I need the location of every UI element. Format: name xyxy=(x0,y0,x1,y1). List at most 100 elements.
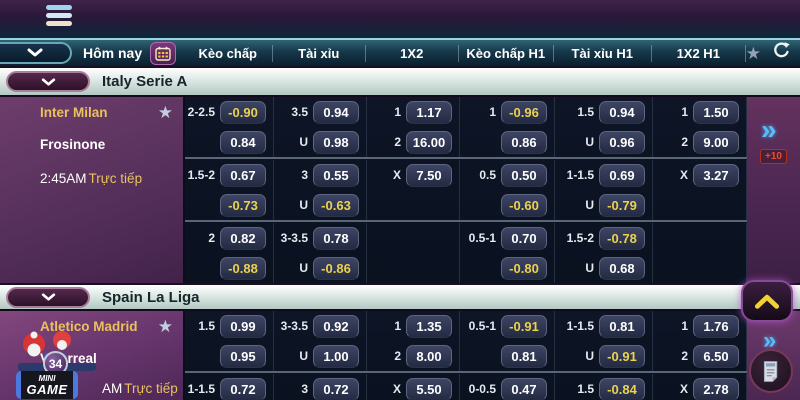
favorite-star-icon[interactable]: ★ xyxy=(157,317,173,336)
odds-cell[interactable]: 1 1.50 xyxy=(653,97,747,127)
odds-value[interactable]: 0.95 xyxy=(220,344,266,368)
odds-value[interactable]: 0.86 xyxy=(501,130,547,154)
more-markets-arrow-icon[interactable]: » xyxy=(763,327,777,354)
odds-cell[interactable]: -0.60 xyxy=(460,190,555,220)
odds-value[interactable]: 0.72 xyxy=(313,377,359,400)
collapse-league-button[interactable] xyxy=(6,71,90,92)
odds-value[interactable]: 0.96 xyxy=(599,130,645,154)
odds-cell[interactable]: 2-2.5 -0.90 xyxy=(185,97,274,127)
odds-value[interactable]: 0.72 xyxy=(220,377,266,400)
odds-cell[interactable]: U 0.98 xyxy=(274,127,367,157)
odds-cell[interactable]: 0-0.5 0.47 xyxy=(460,374,555,400)
more-markets-count[interactable]: +10 xyxy=(760,149,787,164)
mini-game-widget[interactable]: 34 MINI GAME xyxy=(10,327,110,400)
odds-cell[interactable]: X 3.27 xyxy=(653,160,747,190)
odds-cell[interactable]: U -0.63 xyxy=(274,190,367,220)
odds-cell[interactable]: 1.5-2 0.67 xyxy=(185,160,274,190)
odds-cell[interactable]: 2 16.00 xyxy=(367,127,460,157)
odds-value[interactable]: 2.78 xyxy=(693,377,739,400)
calendar-icon[interactable] xyxy=(150,41,177,65)
odds-cell[interactable]: 1 -0.96 xyxy=(460,97,555,127)
odds-value[interactable]: 8.00 xyxy=(406,344,452,368)
odds-value[interactable]: 0.47 xyxy=(501,377,547,400)
odds-value[interactable]: -0.60 xyxy=(501,193,547,217)
odds-value[interactable]: 1.17 xyxy=(406,100,452,124)
odds-value[interactable]: -0.84 xyxy=(599,377,645,400)
odds-cell[interactable]: 2 0.82 xyxy=(185,223,274,253)
odds-cell[interactable]: 2 9.00 xyxy=(653,127,747,157)
odds-cell[interactable]: U -0.79 xyxy=(555,190,653,220)
odds-cell[interactable]: 3 0.55 xyxy=(274,160,367,190)
odds-value[interactable]: 0.69 xyxy=(599,163,645,187)
odds-value[interactable]: 1.00 xyxy=(313,344,359,368)
odds-cell[interactable]: -0.80 xyxy=(460,253,555,283)
match-info-panel[interactable]: Inter Milan ★ Frosinone 2:45AM Trực tiếp xyxy=(0,97,185,283)
odds-value[interactable]: 1.50 xyxy=(693,100,739,124)
odds-value[interactable]: 0.98 xyxy=(313,130,359,154)
odds-value[interactable]: 0.82 xyxy=(220,226,266,250)
odds-cell[interactable]: 1.5 0.94 xyxy=(555,97,653,127)
favorites-star-icon[interactable]: ★ xyxy=(745,43,761,63)
odds-value[interactable]: 3.27 xyxy=(693,163,739,187)
odds-cell[interactable]: 1-1.5 0.81 xyxy=(555,311,653,341)
odds-cell[interactable]: 1.5 0.99 xyxy=(185,311,274,341)
odds-cell[interactable]: 3.5 0.94 xyxy=(274,97,367,127)
favorite-star-icon[interactable]: ★ xyxy=(157,103,173,122)
odds-value[interactable]: 16.00 xyxy=(406,130,452,154)
odds-value[interactable]: 0.94 xyxy=(599,100,645,124)
odds-cell[interactable]: 0.84 xyxy=(185,127,274,157)
odds-cell[interactable]: 1.5-2 -0.78 xyxy=(555,223,653,253)
odds-value[interactable]: 9.00 xyxy=(693,130,739,154)
odds-value[interactable]: -0.79 xyxy=(599,193,645,217)
odds-cell[interactable]: -0.88 xyxy=(185,253,274,283)
odds-value[interactable]: 1.76 xyxy=(693,314,739,338)
odds-cell[interactable]: U -0.86 xyxy=(274,253,367,283)
refresh-icon[interactable] xyxy=(772,41,791,65)
odds-value[interactable]: 0.68 xyxy=(599,256,645,280)
odds-value[interactable]: 6.50 xyxy=(693,344,739,368)
odds-cell[interactable]: 1-1.5 0.72 xyxy=(185,374,274,400)
odds-value[interactable]: -0.63 xyxy=(313,193,359,217)
odds-cell[interactable]: 1.5 -0.84 xyxy=(555,374,653,400)
odds-value[interactable]: 0.81 xyxy=(599,314,645,338)
odds-cell[interactable]: 0.95 xyxy=(185,341,274,371)
odds-cell[interactable]: 3 0.72 xyxy=(274,374,367,400)
odds-cell[interactable]: X 5.50 xyxy=(367,374,460,400)
odds-cell[interactable]: 1 1.17 xyxy=(367,97,460,127)
odds-value[interactable]: 0.50 xyxy=(501,163,547,187)
odds-cell[interactable]: 0.5 0.50 xyxy=(460,160,555,190)
odds-cell[interactable]: 0.5-1 0.70 xyxy=(460,223,555,253)
odds-cell[interactable]: 1 1.35 xyxy=(367,311,460,341)
odds-value[interactable]: -0.73 xyxy=(220,193,266,217)
scroll-to-top-button[interactable] xyxy=(741,280,793,322)
collapse-all-button[interactable] xyxy=(0,42,72,64)
odds-value[interactable]: -0.91 xyxy=(599,344,645,368)
odds-cell[interactable]: X 2.78 xyxy=(653,374,747,400)
odds-value[interactable]: -0.90 xyxy=(220,100,266,124)
odds-value[interactable]: 0.55 xyxy=(313,163,359,187)
odds-cell[interactable]: 1 1.76 xyxy=(653,311,747,341)
odds-value[interactable]: 0.94 xyxy=(313,100,359,124)
bet-slip-button[interactable] xyxy=(749,349,793,393)
odds-value[interactable]: 5.50 xyxy=(406,377,452,400)
odds-value[interactable]: 0.81 xyxy=(501,344,547,368)
odds-cell[interactable]: U 0.68 xyxy=(555,253,653,283)
odds-value[interactable]: 0.92 xyxy=(313,314,359,338)
odds-cell[interactable]: 2 8.00 xyxy=(367,341,460,371)
odds-value[interactable]: -0.88 xyxy=(220,256,266,280)
odds-value[interactable]: -0.96 xyxy=(501,100,547,124)
odds-value[interactable]: 0.67 xyxy=(220,163,266,187)
odds-cell[interactable]: 2 6.50 xyxy=(653,341,747,371)
odds-value[interactable]: 0.78 xyxy=(313,226,359,250)
more-markets-arrow-icon[interactable]: » xyxy=(761,114,777,145)
odds-value[interactable]: 0.84 xyxy=(220,130,266,154)
odds-value[interactable]: -0.78 xyxy=(599,226,645,250)
odds-value[interactable]: -0.80 xyxy=(501,256,547,280)
odds-value[interactable]: -0.86 xyxy=(313,256,359,280)
odds-cell[interactable]: 1-1.5 0.69 xyxy=(555,160,653,190)
odds-cell[interactable]: 0.5-1 -0.91 xyxy=(460,311,555,341)
odds-cell[interactable]: X 7.50 xyxy=(367,160,460,190)
odds-value[interactable]: -0.91 xyxy=(501,314,547,338)
odds-value[interactable]: 0.99 xyxy=(220,314,266,338)
odds-value[interactable]: 1.35 xyxy=(406,314,452,338)
